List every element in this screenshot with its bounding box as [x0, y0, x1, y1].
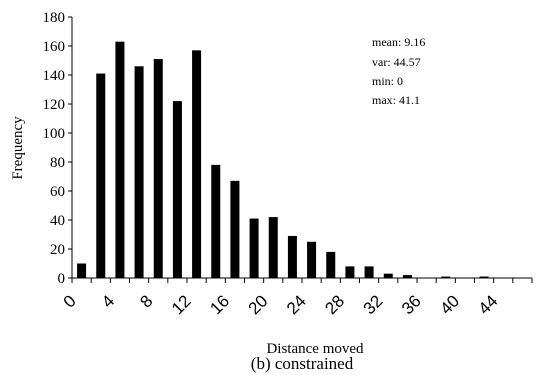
x-tick-label: 44 [475, 291, 502, 318]
histogram-bar [77, 263, 87, 278]
y-tick-label: 140 [43, 68, 66, 84]
y-tick-label: 20 [50, 242, 65, 258]
x-tick-label: 40 [436, 291, 463, 318]
histogram-bar [479, 276, 489, 278]
histogram-bar [115, 41, 125, 279]
x-tick-label: 8 [136, 291, 156, 311]
histogram-bar [402, 275, 412, 278]
histogram-bar [172, 101, 182, 278]
stat-var: var: 44.57 [372, 55, 421, 69]
x-tick-label: 0 [60, 291, 80, 311]
histogram-bar [249, 218, 259, 278]
histogram-bar [287, 235, 297, 278]
stat-min: min: 0 [372, 74, 403, 88]
histogram-bar [230, 180, 240, 278]
histogram-bar [345, 266, 355, 278]
histogram-bar [364, 266, 374, 278]
stat-max: max: 41.1 [372, 93, 420, 107]
histogram-bar [326, 251, 336, 278]
bars-group [77, 41, 489, 279]
y-tick-label: 100 [43, 126, 66, 142]
x-tick-label: 16 [206, 291, 233, 318]
histogram-bar [307, 241, 317, 278]
x-ticks-group: 0 4 8 12 16 20 24 28 32 36 40 44 [60, 278, 533, 318]
x-axis-title: Distance moved [266, 341, 364, 357]
x-tick-label: 12 [168, 291, 195, 318]
histogram-bar [134, 66, 144, 278]
histogram-bar [211, 164, 221, 278]
histogram-bar [268, 217, 278, 278]
y-tick-label: 80 [50, 155, 65, 171]
x-tick-label: 32 [360, 291, 387, 318]
y-ticks-group: 0 20 40 60 80 100 120 140 160 180 [43, 10, 72, 287]
chart-caption: (b) constrained [251, 354, 354, 373]
histogram-bar [383, 273, 393, 278]
x-tick-label: 24 [283, 291, 310, 318]
x-tick-label: 4 [98, 291, 118, 311]
y-tick-label: 120 [43, 97, 66, 113]
y-tick-label: 160 [43, 39, 66, 55]
x-tick-label: 36 [398, 291, 425, 318]
x-tick-label: 20 [245, 291, 272, 318]
x-tick-label: 28 [321, 291, 348, 318]
y-tick-label: 60 [50, 184, 65, 200]
histogram-bar [153, 59, 163, 278]
stat-mean: mean: 9.16 [372, 35, 425, 49]
histogram-bar [96, 73, 106, 278]
histogram-bar [192, 50, 202, 278]
y-tick-label: 0 [58, 271, 66, 287]
y-tick-label: 180 [43, 10, 66, 26]
y-axis-title: Frequency [10, 116, 26, 180]
histogram-bar [441, 276, 451, 278]
y-tick-label: 40 [50, 213, 65, 229]
